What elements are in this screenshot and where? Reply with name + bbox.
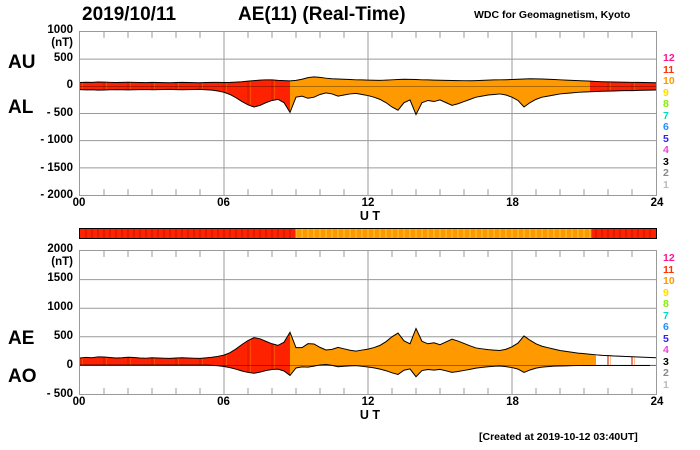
- ao-series-label: AO: [8, 366, 37, 388]
- status-segment: [296, 229, 591, 238]
- au-al-fill-segment: [80, 79, 302, 112]
- ae-ao-xtick-00: 00: [64, 396, 94, 408]
- ae-ao-legend-item-8: 8: [663, 299, 689, 311]
- station-availability-bar: [79, 228, 657, 239]
- data-source-label: WDC for Geomagnetism, Kyoto: [474, 9, 630, 21]
- au-al-legend-item-1: 1: [663, 180, 689, 192]
- au-al-ytick-0: 0: [11, 79, 73, 91]
- ae-ao-ytick-1500: 1500: [11, 272, 73, 284]
- ae-ao-xtick-18: 18: [498, 396, 528, 408]
- au-al-xtick-12: 12: [353, 197, 383, 209]
- au-series-label: AU: [8, 52, 35, 74]
- page-title: AE(11) (Real-Time): [238, 4, 406, 26]
- ae-series-label: AE: [8, 328, 34, 350]
- ae-ao-fill-segment: [290, 329, 596, 377]
- ae-ao-ytick-1000: 1000: [11, 301, 73, 313]
- au-al-xtick-00: 00: [64, 197, 94, 209]
- ae-ao-xtick-24: 24: [642, 396, 672, 408]
- ae-ao-plot-panel: [79, 250, 657, 395]
- au-al-x-axis-title: U T: [340, 209, 400, 223]
- status-segment: [591, 229, 656, 238]
- au-al-legend-item-12: 12: [663, 53, 689, 65]
- au-al-plot-area: [80, 32, 656, 195]
- ae-ao-fill-segment: [80, 332, 302, 375]
- au-al-y-axis-unit: (nT): [11, 37, 73, 49]
- ae-ao-ytick-2000: 2000: [11, 243, 73, 255]
- ae-ao-color-legend: 121110987654321: [663, 253, 689, 392]
- au-al-plot-panel: [79, 31, 657, 196]
- au-al-ytick-1000: 1000: [11, 24, 73, 36]
- al-series-label: AL: [8, 97, 33, 119]
- ae-ao-x-axis-title: U T: [340, 408, 400, 422]
- au-al-legend-item-8: 8: [663, 99, 689, 111]
- ae-ao-xtick-06: 06: [209, 396, 239, 408]
- ae-ao-legend-item-10: 10: [663, 276, 689, 288]
- au-al-ytick--1500: - 1500: [11, 162, 73, 174]
- chart-date: 2019/10/11: [82, 4, 176, 26]
- ae-ao-plot-area: [80, 251, 656, 394]
- au-al-xtick-18: 18: [498, 197, 528, 209]
- ao-trace: [80, 365, 650, 377]
- ae-ao-legend-item-1: 1: [663, 380, 689, 392]
- ae-ao-y-axis-unit: (nT): [11, 256, 73, 268]
- au-al-legend-item-10: 10: [663, 76, 689, 88]
- au-al-xtick-06: 06: [209, 197, 239, 209]
- au-al-ytick--1000: - 1000: [11, 134, 73, 146]
- created-timestamp: [Created at 2019-10-12 03:40UT]: [479, 431, 638, 443]
- au-al-color-legend: 121110987654321: [663, 53, 689, 192]
- au-al-xtick-24: 24: [642, 197, 672, 209]
- ae-ao-legend-item-12: 12: [663, 253, 689, 265]
- ae-ao-xtick-12: 12: [353, 396, 383, 408]
